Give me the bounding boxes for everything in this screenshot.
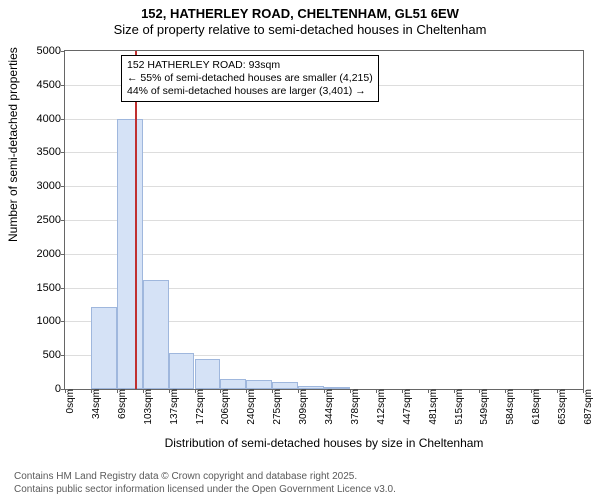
gridline-h: [65, 186, 583, 187]
xtick-label: 309sqm: [298, 389, 309, 425]
ytick-label: 500: [43, 349, 61, 361]
ytick-mark: [61, 321, 65, 322]
footer-line-1: Contains HM Land Registry data © Crown c…: [14, 471, 396, 484]
gridline-h: [65, 152, 583, 153]
xtick-label: 549sqm: [479, 389, 490, 425]
gridline-h: [65, 254, 583, 255]
ytick-mark: [61, 119, 65, 120]
xtick-label: 447sqm: [402, 389, 413, 425]
ytick-label: 3500: [37, 146, 61, 158]
ytick-label: 4500: [37, 79, 61, 91]
xtick-label: 172sqm: [195, 389, 206, 425]
histogram-bar: [220, 379, 246, 389]
histogram-bar: [143, 280, 169, 390]
xtick-label: 618sqm: [531, 389, 542, 425]
xtick-label: 653sqm: [557, 389, 568, 425]
xtick-label: 34sqm: [91, 389, 102, 419]
ytick-mark: [61, 254, 65, 255]
xtick-label: 378sqm: [350, 389, 361, 425]
ytick-label: 5000: [37, 45, 61, 57]
chart-container: Number of semi-detached properties 05001…: [0, 42, 600, 452]
annotation-line-2: ← 55% of semi-detached houses are smalle…: [127, 72, 373, 85]
xtick-label: 240sqm: [246, 389, 257, 425]
xtick-label: 206sqm: [220, 389, 231, 425]
histogram-bar: [169, 353, 195, 389]
ytick-label: 1000: [37, 315, 61, 327]
annotation-line-1: 152 HATHERLEY ROAD: 93sqm: [127, 59, 373, 72]
xtick-label: 584sqm: [505, 389, 516, 425]
gridline-h: [65, 119, 583, 120]
page-subtitle: Size of property relative to semi-detach…: [0, 22, 600, 38]
histogram-bar: [195, 359, 221, 389]
plot-area: 0500100015002000250030003500400045005000…: [64, 50, 584, 390]
page-title: 152, HATHERLEY ROAD, CHELTENHAM, GL51 6E…: [0, 6, 600, 22]
ytick-mark: [61, 355, 65, 356]
histogram-bar: [246, 380, 272, 389]
gridline-h: [65, 220, 583, 221]
ytick-mark: [61, 220, 65, 221]
ytick-mark: [61, 51, 65, 52]
xtick-label: 481sqm: [428, 389, 439, 425]
footer-attribution: Contains HM Land Registry data © Crown c…: [14, 471, 396, 496]
xtick-label: 344sqm: [324, 389, 335, 425]
histogram-bar: [272, 382, 298, 389]
histogram-bar: [117, 119, 143, 389]
ytick-mark: [61, 288, 65, 289]
xtick-label: 137sqm: [169, 389, 180, 425]
ytick-label: 1500: [37, 282, 61, 294]
ytick-label: 2500: [37, 214, 61, 226]
footer-line-2: Contains public sector information licen…: [14, 484, 396, 497]
annotation-box: 152 HATHERLEY ROAD: 93sqm ← 55% of semi-…: [121, 55, 379, 102]
ytick-label: 3000: [37, 180, 61, 192]
xtick-label: 103sqm: [143, 389, 154, 425]
xtick-label: 0sqm: [65, 389, 76, 413]
annotation-line-3: 44% of semi-detached houses are larger (…: [127, 85, 373, 98]
xtick-label: 687sqm: [583, 389, 594, 425]
xtick-label: 69sqm: [117, 389, 128, 419]
y-axis-label: Number of semi-detached properties: [6, 47, 20, 242]
x-axis-label: Distribution of semi-detached houses by …: [64, 436, 584, 450]
xtick-label: 412sqm: [376, 389, 387, 425]
ytick-mark: [61, 152, 65, 153]
ytick-label: 4000: [37, 113, 61, 125]
xtick-label: 515sqm: [454, 389, 465, 425]
ytick-label: 2000: [37, 248, 61, 260]
histogram-bar: [91, 307, 117, 389]
xtick-label: 275sqm: [272, 389, 283, 425]
ytick-mark: [61, 85, 65, 86]
ytick-label: 0: [55, 383, 61, 395]
ytick-mark: [61, 186, 65, 187]
